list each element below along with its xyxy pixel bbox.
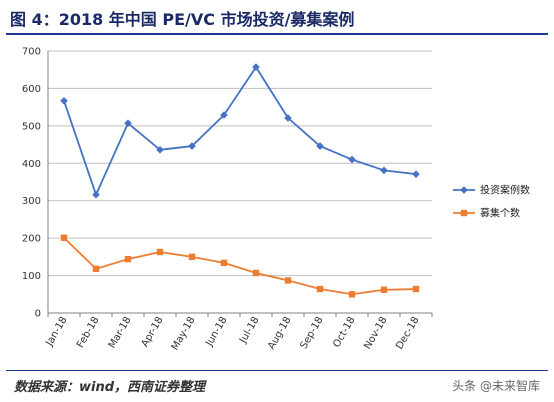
y-tick-labels: 0 100 200 300 400 500 600 700 (22, 47, 41, 320)
y-tick-label: 700 (22, 47, 41, 58)
data-point-1-3 (157, 249, 163, 255)
x-tick-label: Aug-18 (266, 315, 293, 352)
data-point-0-9 (348, 156, 356, 164)
data-point-0-10 (380, 167, 388, 175)
gridlines (48, 51, 432, 276)
data-point-1-7 (285, 277, 291, 283)
data-point-1-8 (317, 286, 323, 292)
legend-marker-0 (460, 186, 468, 194)
legend-label-1: 募集个数 (480, 207, 520, 220)
x-tick-label: Oct-18 (331, 315, 357, 350)
legend-marker-1 (461, 210, 467, 216)
x-tick-label: Apr-18 (140, 315, 166, 349)
x-tick-labels: Jan-18 Feb-18 Mar-18 Apr-18 May-18 Jun-18 Jul-… (44, 315, 422, 352)
series-line-0 (64, 67, 416, 195)
source-note: 数据来源：wind，西南证券整理 (14, 376, 205, 395)
line-chart: 0 100 200 300 400 500 600 700 Jan-18 Feb-18 Mar-1… (0, 0, 554, 370)
legend-label-0: 投资案例数 (480, 184, 530, 197)
data-point-0-11 (412, 170, 420, 178)
data-point-1-2 (125, 256, 131, 262)
x-tick-label: Nov-18 (362, 315, 389, 351)
y-tick-label: 400 (22, 159, 41, 170)
x-tick-label: Jan-18 (44, 315, 70, 349)
footer-rule (6, 370, 548, 371)
series-lines (64, 67, 416, 294)
data-point-1-5 (221, 260, 227, 266)
data-point-1-6 (253, 270, 259, 276)
x-tick-label: Jun-18 (204, 315, 230, 349)
series-line-1 (64, 238, 416, 295)
data-point-1-1 (93, 266, 99, 272)
y-tick-label: 200 (22, 234, 41, 245)
data-point-1-0 (61, 235, 67, 241)
x-tick-label: Sep-18 (298, 315, 325, 351)
data-point-1-11 (413, 286, 419, 292)
watermark: 头条 @未来智库 (452, 377, 540, 394)
data-point-1-4 (189, 254, 195, 260)
y-tick-label: 500 (22, 121, 41, 132)
x-tick-label: Jul-18 (237, 315, 261, 346)
data-point-0-1 (92, 191, 100, 199)
x-tick-label: Feb-18 (75, 315, 102, 350)
x-tick-label: May-18 (170, 315, 198, 352)
x-tick-label: Mar-18 (107, 315, 134, 350)
y-tick-label: 0 (35, 309, 41, 320)
data-point-1-9 (349, 291, 355, 297)
y-tick-label: 600 (22, 84, 41, 95)
y-tick-label: 300 (22, 196, 41, 207)
data-point-1-10 (381, 287, 387, 293)
x-tick-label: Dec-18 (394, 315, 421, 351)
y-tick-label: 100 (22, 271, 41, 282)
series-markers (60, 63, 420, 297)
data-point-0-0 (60, 97, 68, 105)
